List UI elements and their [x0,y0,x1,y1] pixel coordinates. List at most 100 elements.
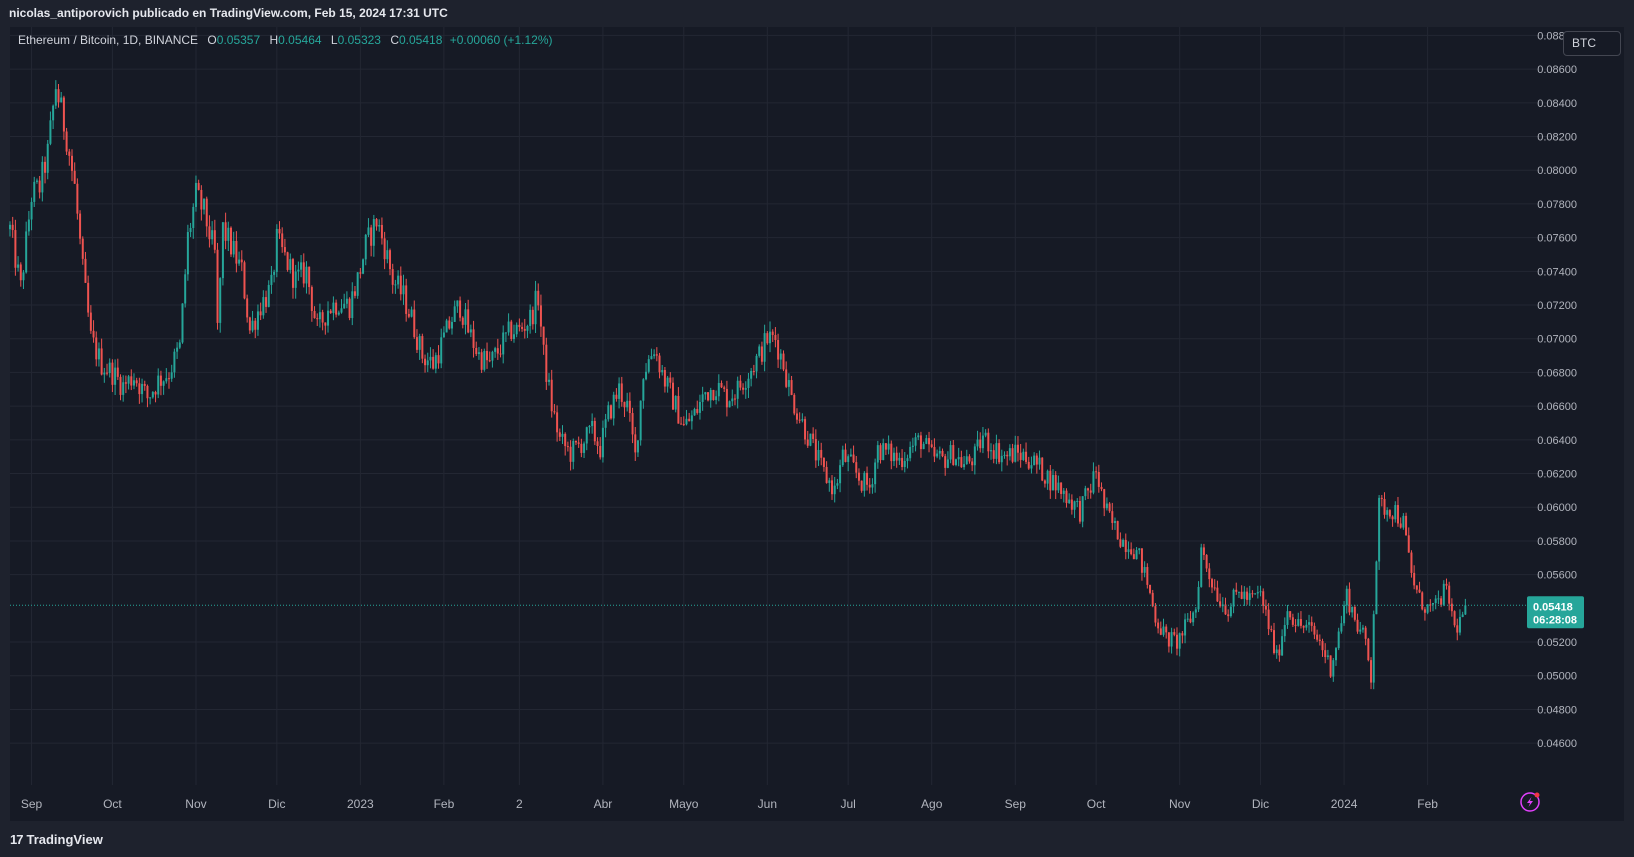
candle [30,197,33,231]
candle [1270,625,1273,633]
candle [1375,560,1378,615]
price-tick-label: 0.07200 [1537,300,1577,312]
candle [793,393,796,416]
candle [343,293,346,309]
candle [1283,617,1286,642]
candle [1181,631,1184,644]
candle [857,468,860,486]
candle [197,179,200,191]
candle [790,375,793,396]
candle [1353,604,1356,622]
candle [814,429,817,468]
candle [548,373,551,386]
candle [235,231,238,273]
candle [723,385,726,392]
candle [537,283,540,311]
date-tick-label: Feb [434,797,455,811]
price-tick-label: 0.06000 [1537,502,1577,514]
candle [965,449,968,465]
candle [1367,637,1370,662]
currency-button[interactable]: BTC [1563,31,1621,56]
tradingview-logo[interactable]: 17 TradingView [10,832,103,847]
candle [173,348,176,378]
candle [1383,492,1386,519]
candle [769,321,772,353]
candle [52,104,55,130]
date-tick-label: Jun [758,797,777,811]
candle [990,443,993,460]
publisher-bar: nicolas_antiporovich publicado en Tradin… [0,0,1634,26]
candle [1275,645,1278,659]
candle [618,377,621,409]
candle [367,218,370,238]
candle [483,348,486,372]
candle [542,326,545,355]
candle [1076,498,1079,508]
candle [1286,604,1289,629]
date-tick-label: 2023 [347,797,374,811]
candle [631,407,634,444]
candle [1221,597,1224,613]
candle [1049,465,1052,499]
candle [73,162,76,185]
candle [801,413,804,423]
candle [1281,629,1284,656]
candle [596,437,599,455]
chart-area[interactable] [10,27,1624,821]
candle [1318,634,1321,646]
candle [1445,578,1448,590]
lightning-icon[interactable] [1520,792,1540,812]
candle [1458,609,1461,636]
candle [286,251,289,272]
candle [216,242,219,330]
candle [1127,541,1130,559]
candle [760,341,763,365]
candle [1370,657,1373,690]
candle [475,341,478,357]
candle [1084,485,1087,501]
candle [981,426,984,454]
candle [1043,479,1046,488]
price-tick-label: 0.07400 [1537,266,1577,278]
candle [1038,450,1041,470]
candle [189,222,192,238]
date-tick-label: Nov [1169,797,1190,811]
candle [820,442,823,466]
candle [1186,612,1189,623]
candle [645,363,648,381]
candle [766,331,769,345]
candle [1025,442,1028,465]
candle [1264,599,1267,616]
candle [1138,548,1141,555]
candle [283,238,286,256]
candle [1343,601,1346,626]
candle [259,302,262,321]
symbol-title[interactable]: Ethereum / Bitcoin, 1D, BINANCE [18,33,199,47]
candle [882,438,885,461]
candle [917,432,920,441]
candle [704,391,707,400]
candle [273,269,276,283]
candle [1178,632,1181,657]
candle [952,440,955,466]
footer-bar [0,822,1634,857]
candle [415,329,418,353]
candle [1297,612,1300,627]
candle [572,438,575,470]
price-tick-label: 0.06200 [1537,469,1577,481]
candle [591,413,594,434]
candle [1232,588,1235,614]
candle [1442,580,1445,607]
candle [860,480,863,493]
candle [599,437,602,460]
brand-name: TradingView [26,832,103,847]
date-tick-label: Oct [103,797,122,811]
candle [968,454,971,464]
candle [1162,618,1165,637]
candle [1205,554,1208,572]
candle [445,318,448,333]
candle [653,349,656,359]
candle [246,294,249,323]
candle [224,212,227,250]
